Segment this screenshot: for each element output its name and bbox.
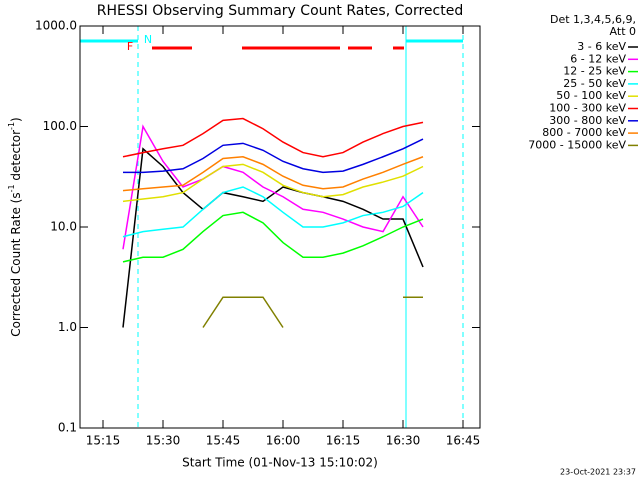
y-axis-label: Corrected Count Rate (s-1 detector-1) — [7, 117, 23, 336]
series-line — [122, 117, 424, 158]
legend-label: 300 - 800 keV — [549, 114, 626, 127]
legend-label: 25 - 50 keV — [563, 77, 626, 90]
series-line — [122, 155, 424, 192]
x-tick-label: 15:30 — [146, 434, 181, 448]
legend-label: 6 - 12 keV — [570, 52, 626, 65]
y-tick-label: 10.0 — [50, 220, 77, 234]
legend-title: Det 1,3,4,5,6,9, — [550, 13, 636, 26]
y-tick-label: 1000.0 — [35, 19, 77, 33]
x-tick-label: 15:15 — [86, 434, 121, 448]
legend-label: 3 - 6 keV — [577, 40, 626, 53]
series-line — [123, 138, 424, 174]
chart-title: RHESSI Observing Summary Count Rates, Co… — [97, 3, 463, 19]
legend-label: 100 - 300 keV — [549, 102, 626, 115]
x-tick-label: 16:15 — [326, 434, 361, 448]
series-line — [202, 296, 423, 328]
legend-label: 800 - 7000 keV — [542, 126, 626, 139]
flag-label: N — [144, 33, 152, 46]
y-label-part: -1 — [7, 184, 16, 192]
y-label-part: detector — [9, 130, 23, 185]
series-line — [122, 163, 424, 203]
legend-label: 7000 - 15000 keV — [528, 138, 626, 151]
y-label-part: -1 — [7, 122, 16, 130]
legend-label: 12 - 25 keV — [563, 65, 626, 78]
series-line — [122, 124, 424, 250]
series-line — [122, 186, 424, 238]
y-label-part: ) — [9, 117, 23, 122]
series-line — [122, 211, 424, 263]
x-tick-label: 15:45 — [206, 434, 241, 448]
y-tick-label: 100.0 — [43, 119, 77, 133]
x-tick-label: 16:00 — [266, 434, 301, 448]
x-tick-label: 16:45 — [446, 434, 481, 448]
x-axis-label: Start Time (01-Nov-13 15:10:02) — [182, 456, 378, 470]
timestamp: 23-Oct-2021 23:37 — [560, 468, 636, 477]
x-tick-label: 16:30 — [386, 434, 421, 448]
legend-label: 50 - 100 keV — [556, 89, 626, 102]
flag-label: F — [127, 40, 133, 53]
y-tick-label: 0.1 — [58, 421, 77, 435]
y-label-part: Corrected Count Rate (s — [9, 192, 23, 336]
y-tick-label: 1.0 — [58, 320, 77, 334]
legend-title: Att 0 — [610, 25, 636, 38]
